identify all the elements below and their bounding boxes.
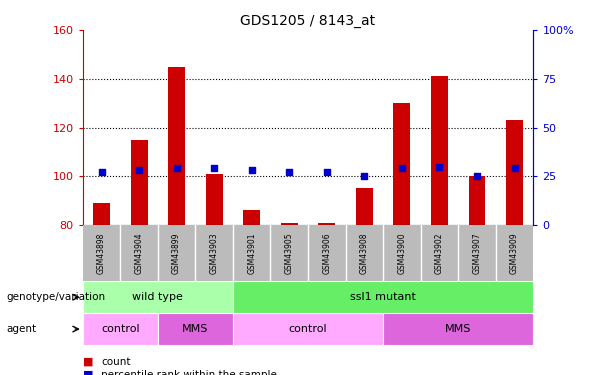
Text: control: control: [289, 324, 327, 334]
Text: count: count: [101, 357, 131, 367]
Text: wild type: wild type: [132, 292, 183, 302]
Bar: [243, 210, 260, 225]
Bar: [168, 67, 185, 225]
Bar: [83, 281, 233, 313]
Bar: [383, 313, 533, 345]
Text: genotype/variation: genotype/variation: [6, 292, 105, 302]
Point: [322, 170, 332, 176]
Bar: [431, 76, 448, 225]
Text: GSM43908: GSM43908: [360, 232, 369, 274]
Point: [509, 165, 519, 171]
Point: [247, 167, 257, 173]
Text: GSM43905: GSM43905: [285, 232, 294, 274]
Text: percentile rank within the sample: percentile rank within the sample: [101, 370, 277, 375]
Text: ■: ■: [83, 357, 93, 367]
Bar: [281, 223, 298, 225]
Title: GDS1205 / 8143_at: GDS1205 / 8143_at: [240, 13, 376, 28]
Bar: [206, 174, 223, 225]
Point: [97, 170, 107, 176]
Bar: [233, 313, 383, 345]
Bar: [394, 103, 410, 225]
Point: [284, 170, 294, 176]
Bar: [83, 313, 158, 345]
Text: GSM43906: GSM43906: [322, 232, 331, 274]
Text: MMS: MMS: [445, 324, 471, 334]
Bar: [468, 176, 485, 225]
Bar: [356, 188, 373, 225]
Text: control: control: [101, 324, 140, 334]
Text: GSM43907: GSM43907: [473, 232, 481, 274]
Point: [397, 165, 407, 171]
Bar: [131, 140, 148, 225]
Point: [172, 165, 181, 171]
Point: [472, 173, 482, 179]
Point: [435, 164, 444, 170]
Text: GSM43904: GSM43904: [135, 232, 143, 274]
Text: GSM43909: GSM43909: [510, 232, 519, 274]
Bar: [158, 313, 233, 345]
Bar: [93, 203, 110, 225]
Text: GSM43903: GSM43903: [210, 232, 219, 274]
Text: MMS: MMS: [182, 324, 208, 334]
Text: GSM43899: GSM43899: [172, 232, 181, 274]
Bar: [233, 281, 533, 313]
Text: agent: agent: [6, 324, 36, 334]
Bar: [318, 223, 335, 225]
Point: [134, 167, 144, 173]
Text: ssl1 mutant: ssl1 mutant: [350, 292, 416, 302]
Text: ■: ■: [83, 370, 93, 375]
Point: [359, 173, 369, 179]
Text: GSM43900: GSM43900: [397, 232, 406, 274]
Point: [209, 165, 219, 171]
Text: GSM43902: GSM43902: [435, 232, 444, 274]
Text: GSM43901: GSM43901: [247, 232, 256, 274]
Bar: [506, 120, 523, 225]
Text: GSM43898: GSM43898: [97, 232, 106, 274]
